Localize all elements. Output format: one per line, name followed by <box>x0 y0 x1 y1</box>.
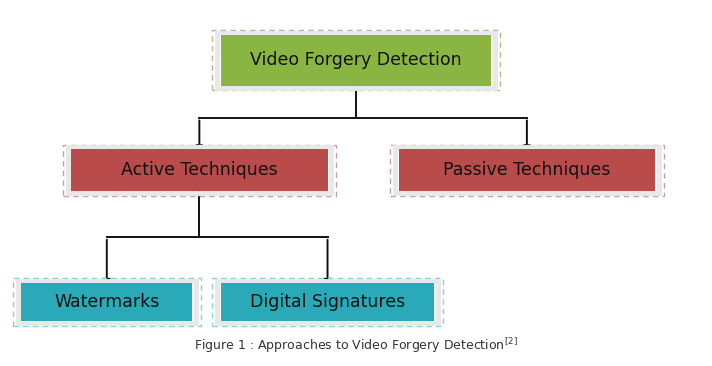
Text: Active Techniques: Active Techniques <box>121 161 278 179</box>
Text: Digital Signatures: Digital Signatures <box>250 293 405 311</box>
Bar <box>21 283 192 321</box>
Bar <box>399 149 655 191</box>
Bar <box>217 33 495 88</box>
Bar <box>221 35 491 86</box>
Bar <box>217 281 438 323</box>
Text: Watermarks: Watermarks <box>54 293 159 311</box>
Bar <box>212 278 443 326</box>
Bar <box>390 145 664 195</box>
Bar <box>395 147 659 193</box>
Text: Passive Techniques: Passive Techniques <box>443 161 611 179</box>
Bar <box>63 145 336 195</box>
Text: Figure 1 : Approaches to Video Forgery Detection$^{[2]}$: Figure 1 : Approaches to Video Forgery D… <box>194 336 518 355</box>
Bar <box>68 147 331 193</box>
Bar <box>212 30 500 90</box>
Bar <box>71 149 328 191</box>
Bar <box>221 283 434 321</box>
Bar <box>18 281 196 323</box>
Text: Video Forgery Detection: Video Forgery Detection <box>250 51 462 70</box>
Bar <box>13 278 201 326</box>
